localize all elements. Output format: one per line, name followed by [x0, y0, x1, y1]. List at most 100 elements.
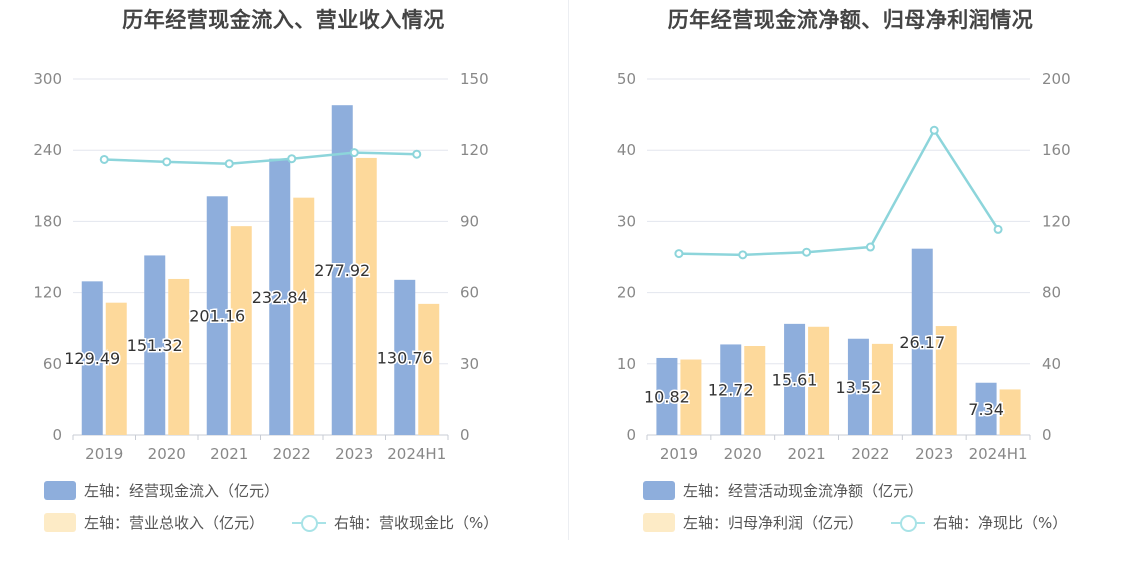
line-point: [993, 224, 1003, 234]
bar-data-label: 130.76: [377, 348, 433, 367]
legend-item-bar-1[interactable]: 左轴：经营活动现金流净额（亿元）: [643, 480, 923, 501]
chart-plot-left: 0 60 120 180 240 300 0 30 60 90 120 150 2019 2020 2021…: [33, 70, 489, 463]
bar-data-label: 7.34: [968, 400, 1004, 419]
left-axis-tick-label: 20: [617, 284, 636, 302]
bar-series-2: [293, 197, 315, 435]
legend-swatch-line: [292, 514, 326, 532]
bar-series-1: [394, 279, 416, 435]
legend-swatch-line: [891, 514, 925, 532]
x-axis-tick-label: 2024H1: [969, 445, 1028, 463]
line-point: [865, 242, 875, 252]
x-axis-tick-label: 2022: [273, 445, 311, 463]
legend-swatch-orange: [643, 513, 675, 532]
right-axis-tick-label: 80: [1042, 284, 1061, 302]
bar-data-label: 10.82: [644, 387, 690, 406]
bar-series-2: [999, 389, 1021, 435]
bar-data-label: 277.92: [314, 261, 370, 280]
legend-label: 左轴：经营现金流入（亿元）: [84, 482, 280, 500]
bar-data-label: 13.52: [836, 378, 882, 397]
legend-swatch-blue: [643, 481, 675, 500]
line-point: [738, 250, 748, 260]
x-axis-tick-label: 2024H1: [387, 445, 446, 463]
x-axis-tick-label: 2019: [85, 445, 123, 463]
line-point: [929, 125, 939, 135]
bar-data-label: 129.49: [64, 349, 120, 368]
right-axis-tick-label: 40: [1042, 355, 1061, 373]
chart-panel-right: 历年经营现金流净额、归母净利润情况 0 10 20 30 40 50 0 40 80 120 160…: [567, 0, 1134, 582]
line-point: [287, 154, 297, 164]
legend-label: 右轴：净现比（%）: [933, 514, 1068, 532]
legend-label: 左轴：营业总收入（亿元）: [84, 514, 265, 532]
bar-series-1: [784, 323, 806, 435]
bar-series-1: [847, 338, 869, 435]
line-point: [412, 149, 422, 159]
legend-item-bar-2[interactable]: 左轴：营业总收入（亿元）: [44, 512, 264, 533]
bar-series-1: [206, 196, 228, 435]
right-axis-tick-label: 30: [460, 355, 479, 373]
left-axis-tick-label: 50: [617, 70, 636, 88]
left-axis-tick-label: 60: [43, 355, 62, 373]
legend-label: 左轴：经营活动现金流净额（亿元）: [683, 482, 924, 500]
bar-series-2: [935, 326, 957, 435]
left-axis-tick-label: 10: [617, 355, 636, 373]
x-axis-tick-label: 2020: [148, 445, 186, 463]
left-axis-tick-label: 0: [52, 426, 62, 444]
line-series: [678, 127, 1000, 257]
right-axis-tick-label: 120: [460, 141, 489, 159]
bar-series-2: [808, 326, 830, 435]
bar-series-2: [680, 359, 702, 435]
bar-series-1: [975, 382, 997, 435]
bar-data-label: 15.61: [772, 370, 818, 389]
bar-series-1: [656, 357, 678, 435]
legend-item-bar-2[interactable]: 左轴：归母净利润（亿元）: [643, 512, 863, 533]
bar-series-2: [230, 226, 252, 435]
bar-series-1: [144, 255, 166, 435]
bar-series-1: [720, 344, 742, 435]
right-axis-tick-label: 60: [460, 284, 479, 302]
line-series: [104, 151, 417, 165]
x-axis-tick-label: 2021: [787, 445, 825, 463]
left-axis-tick-label: 180: [33, 212, 62, 230]
bar-series-2: [105, 302, 127, 435]
x-axis-tick-label: 2023: [915, 445, 953, 463]
right-axis-tick-label: 150: [460, 70, 489, 88]
right-axis-tick-label: 0: [1042, 426, 1052, 444]
legend-item-line[interactable]: 右轴：营收现金比（%）: [292, 512, 498, 533]
chart-plot-right: 0 10 20 30 40 50 0 40 80 120 160 200 2019 2020 2021 202…: [617, 70, 1071, 463]
bar-series-2: [168, 278, 190, 435]
bar-series-1: [911, 248, 933, 435]
chart-panel-left: 历年经营现金流入、营业收入情况 0 60 120 180 240 300 0 30 60 90 12…: [33, 8, 498, 533]
right-axis-tick-label: 160: [1042, 141, 1071, 159]
right-axis-tick-label: 200: [1042, 70, 1071, 88]
x-axis-tick-label: 2019: [660, 445, 698, 463]
legend-swatch-blue: [44, 481, 76, 500]
left-axis-tick-label: 40: [617, 141, 636, 159]
panel-divider: [568, 0, 569, 540]
line-point: [349, 148, 359, 158]
legend-swatch-orange: [44, 513, 76, 532]
left-axis-tick-label: 120: [33, 284, 62, 302]
bar-series-2: [871, 343, 893, 435]
line-point: [802, 247, 812, 257]
line-point: [224, 159, 234, 169]
line-point: [99, 154, 109, 164]
x-axis-tick-label: 2022: [851, 445, 889, 463]
bar-series-2: [744, 346, 766, 435]
x-axis-tick-label: 2020: [724, 445, 762, 463]
left-axis-tick-label: 0: [626, 426, 636, 444]
bar-data-label: 232.84: [252, 288, 308, 307]
x-axis-tick-label: 2023: [335, 445, 373, 463]
line-point: [162, 157, 172, 167]
bar-data-label: 201.16: [189, 307, 245, 326]
bar-series-1: [269, 158, 291, 435]
x-axis-tick-label: 2021: [210, 445, 248, 463]
bar-data-label: 12.72: [708, 381, 754, 400]
left-axis-tick-label: 240: [33, 141, 62, 159]
left-axis-tick-label: 30: [617, 212, 636, 230]
chart-title: 历年经营现金流净额、归母净利润情况: [667, 8, 1034, 32]
legend-item-line[interactable]: 右轴：净现比（%）: [891, 512, 1067, 533]
legend-label: 右轴：营收现金比（%）: [334, 514, 499, 532]
bar-series-1: [81, 281, 103, 435]
chart-title: 历年经营现金流入、营业收入情况: [122, 8, 445, 32]
legend-item-bar-1[interactable]: 左轴：经营现金流入（亿元）: [44, 480, 279, 501]
